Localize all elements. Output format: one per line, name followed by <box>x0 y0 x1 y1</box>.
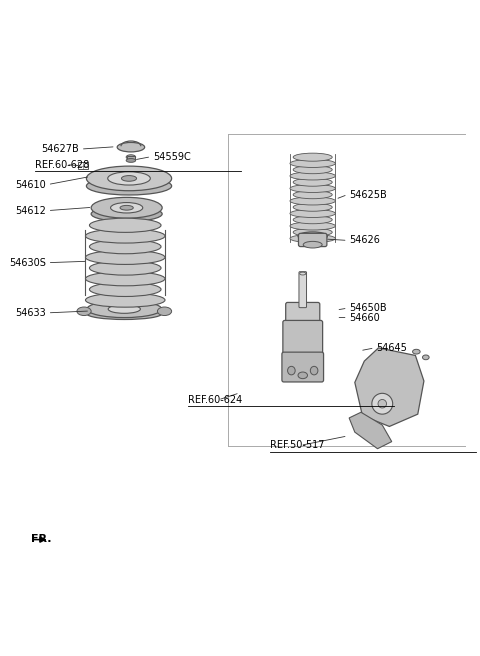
Ellipse shape <box>77 307 91 316</box>
Ellipse shape <box>293 216 332 224</box>
Ellipse shape <box>89 282 161 297</box>
Text: 54559C: 54559C <box>153 152 191 161</box>
Text: 54625B: 54625B <box>349 190 387 199</box>
Ellipse shape <box>87 300 162 318</box>
Ellipse shape <box>293 178 332 186</box>
FancyBboxPatch shape <box>283 320 323 358</box>
Ellipse shape <box>108 172 150 185</box>
Ellipse shape <box>121 176 137 181</box>
Ellipse shape <box>372 394 393 414</box>
Text: 54610: 54610 <box>15 180 46 190</box>
Ellipse shape <box>110 203 143 213</box>
Text: 54650B: 54650B <box>349 303 387 313</box>
Text: 54660: 54660 <box>349 313 380 323</box>
Text: REF.60-628: REF.60-628 <box>36 159 90 170</box>
Ellipse shape <box>293 153 332 161</box>
Ellipse shape <box>89 239 161 254</box>
FancyBboxPatch shape <box>299 272 307 308</box>
Ellipse shape <box>298 372 308 379</box>
Ellipse shape <box>85 293 165 307</box>
Text: 54612: 54612 <box>15 205 46 216</box>
FancyBboxPatch shape <box>282 352 324 382</box>
Bar <box>127 155 135 161</box>
Ellipse shape <box>85 272 165 286</box>
Ellipse shape <box>422 355 429 359</box>
FancyBboxPatch shape <box>299 234 327 247</box>
Polygon shape <box>355 348 424 426</box>
Ellipse shape <box>310 366 318 375</box>
FancyBboxPatch shape <box>286 302 320 326</box>
Ellipse shape <box>290 222 336 230</box>
Ellipse shape <box>298 232 327 241</box>
Ellipse shape <box>87 308 162 319</box>
Ellipse shape <box>89 261 161 275</box>
Text: 54627B: 54627B <box>42 144 79 154</box>
Ellipse shape <box>378 400 386 408</box>
Ellipse shape <box>290 184 336 192</box>
Ellipse shape <box>86 166 172 191</box>
Text: 54626: 54626 <box>349 236 380 245</box>
Ellipse shape <box>120 205 133 210</box>
Ellipse shape <box>293 191 332 199</box>
Ellipse shape <box>85 250 165 264</box>
Ellipse shape <box>293 228 332 236</box>
Ellipse shape <box>117 142 144 152</box>
Ellipse shape <box>108 305 140 314</box>
Ellipse shape <box>126 155 136 159</box>
Ellipse shape <box>290 209 336 218</box>
Ellipse shape <box>86 177 172 195</box>
Ellipse shape <box>91 207 162 222</box>
Text: 54633: 54633 <box>15 308 46 318</box>
Ellipse shape <box>300 272 306 275</box>
Ellipse shape <box>290 172 336 180</box>
Ellipse shape <box>413 349 420 354</box>
Text: 54645: 54645 <box>376 343 407 353</box>
Ellipse shape <box>290 234 336 243</box>
Text: REF.50-517: REF.50-517 <box>270 440 324 451</box>
Ellipse shape <box>290 159 336 167</box>
Ellipse shape <box>85 229 165 243</box>
Ellipse shape <box>290 197 336 205</box>
Text: FR.: FR. <box>31 533 51 544</box>
Ellipse shape <box>293 166 332 174</box>
Text: REF.60-624: REF.60-624 <box>188 395 242 405</box>
Polygon shape <box>349 412 392 449</box>
Ellipse shape <box>293 203 332 211</box>
Ellipse shape <box>157 307 172 316</box>
Ellipse shape <box>303 241 322 248</box>
Ellipse shape <box>288 366 295 375</box>
Ellipse shape <box>89 218 161 232</box>
Ellipse shape <box>91 197 162 218</box>
Ellipse shape <box>126 159 136 162</box>
Text: 54630S: 54630S <box>9 258 46 268</box>
